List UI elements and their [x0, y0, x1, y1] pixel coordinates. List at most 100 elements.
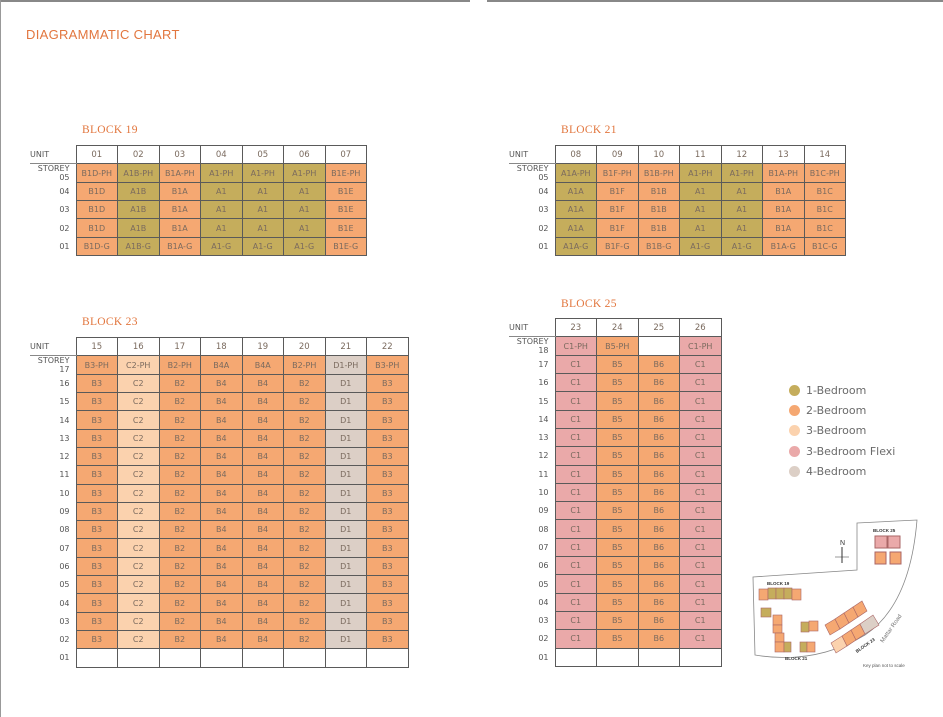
unit-cell: B4 [241, 538, 284, 558]
table-row: 05 C1 B5 B6 C1 [509, 574, 722, 594]
unit-cell: A1 [241, 181, 284, 202]
storey-label: 02 [59, 223, 70, 233]
page-top-border-right [487, 0, 943, 2]
unit-cell [283, 648, 326, 668]
unit-cell: B1D-G [75, 236, 118, 256]
unit-cell: B4 [200, 538, 243, 558]
unit-cell: A1B-G [117, 236, 160, 256]
unit-cell: B1F [596, 200, 639, 220]
legend: 1-Bedroom 2-Bedroom 3-Bedroom 3-Bedroom Fle… [789, 380, 895, 481]
unit-cell: C1 [554, 354, 597, 375]
unit-cell: A1-G [679, 236, 722, 256]
unit-table: UNIT 08 09 10 11 12 13 14 STOREY 05 A1A-PH B1F-PH B… [509, 144, 846, 256]
table-row: 11 C1 B5 B6 C1 [509, 464, 722, 484]
unit-cell: C1 [554, 537, 597, 558]
unit-cell: B3 [366, 611, 409, 631]
legend-label: 1-Bedroom [806, 383, 867, 397]
unit-cell: B1D [75, 218, 118, 238]
unit-cell: D1 [324, 446, 367, 467]
table-row: 04 C1 B5 B6 C1 [509, 592, 722, 612]
unit-cell: A1 [283, 200, 326, 220]
unit-cell: B3 [75, 538, 118, 558]
unit-cell: B1F-G [596, 236, 639, 256]
unit-cell: B2 [283, 520, 326, 540]
unit-cell [637, 336, 680, 356]
table-row: 01 A1A-G B1F-G B1B-G A1-G A1-G B1A-G B1C-G [509, 236, 846, 256]
unit-cell: B2 [283, 575, 326, 595]
legend-swatch-icon [789, 465, 800, 477]
unit-header: 14 [803, 144, 846, 165]
unit-cell: B5 [596, 373, 639, 393]
unit-header: 26 [679, 317, 722, 338]
storey-label: 08 [538, 524, 549, 534]
unit-cell: C2 [117, 629, 160, 650]
unit-cell: C1 [554, 446, 597, 466]
unit-cell: C2 [117, 575, 160, 595]
storey-label: 05 [59, 580, 70, 590]
unit-cell: B2 [158, 575, 201, 595]
unit-cell: A1B [117, 218, 160, 238]
storey-label: 03 [59, 616, 70, 626]
unit-cell: C1 [679, 592, 722, 612]
unit-cell: B4 [200, 465, 243, 485]
unit-cell: B3 [366, 629, 409, 650]
unit-cell: B4 [200, 410, 243, 430]
unit-cell: B4 [241, 575, 284, 595]
unit-header: 12 [720, 144, 763, 165]
unit-cell: B1D-PH [75, 163, 118, 183]
unit-cell: C1 [554, 409, 597, 429]
storey-label: 01 [59, 241, 70, 251]
unit-header: 07 [324, 144, 367, 165]
unit-cell: B4 [200, 392, 243, 412]
unit-cell: C2 [117, 538, 160, 558]
table-row: 13 B3 C2 B2 B4 B4 B2 D1 B3 [30, 428, 409, 448]
unit-cell: A1A [554, 181, 597, 202]
table-row: 07 C1 B5 B6 C1 [509, 537, 722, 558]
unit-cell: B3 [366, 501, 409, 522]
unit-cell [554, 647, 597, 667]
unit-cell: B4 [200, 629, 243, 650]
table-row: 08 C1 B5 B6 C1 [509, 519, 722, 539]
site-boundary [752, 519, 918, 658]
unit-cell: A1B-PH [117, 163, 160, 183]
unit-cell: B4A [241, 355, 284, 375]
storey-label: 12 [59, 452, 70, 462]
storey-label: 02 [538, 223, 549, 233]
unit-cell: B4 [241, 410, 284, 430]
unit-cell: C1 [679, 464, 722, 484]
unit-cell: B4A [200, 355, 243, 375]
unit-cell: B2 [283, 538, 326, 558]
unit-cell: B4 [200, 611, 243, 631]
unit-cell: B1F [596, 218, 639, 238]
unit-cell: B3 [366, 483, 409, 503]
unit-cell: B3 [366, 392, 409, 412]
unit-cell: B2 [283, 629, 326, 650]
unit-header: 06 [283, 144, 326, 165]
storey-label: 13 [59, 433, 70, 443]
key-plan-north: N [840, 540, 845, 547]
unit-cell: B4 [241, 465, 284, 485]
table-row: 03 B1D A1B B1A A1 A1 A1 B1E [30, 200, 367, 220]
unit-cell: C1 [679, 610, 722, 631]
table-row: 04 B3 C2 B2 B4 B4 B2 D1 B3 [30, 593, 409, 613]
unit-cell: B2 [158, 446, 201, 467]
unit-label: UNIT [30, 145, 76, 165]
unit-cell: B1E [324, 181, 367, 202]
unit-header: 13 [762, 144, 805, 165]
table-row: 03 A1A B1F B1B A1 A1 B1A B1C [509, 200, 846, 220]
unit-cell: B3 [366, 593, 409, 613]
unit-cell: B2 [283, 611, 326, 631]
unit-cell: C2 [117, 465, 160, 485]
unit-cell: B2 [158, 629, 201, 650]
unit-cell: B1B-PH [637, 163, 680, 183]
storey-label: 05 [538, 579, 549, 589]
table-row: 16 C1 B5 B6 C1 [509, 373, 722, 393]
unit-cell: B4 [241, 629, 284, 650]
unit-cell: C2-PH [117, 355, 160, 375]
table-row: 09 B3 C2 B2 B4 B4 B2 D1 B3 [30, 501, 409, 522]
unit-cell: B3 [366, 575, 409, 595]
unit-cell: A1-PH [720, 163, 763, 183]
unit-cell: B4 [200, 501, 243, 522]
unit-cell: C1 [554, 427, 597, 448]
unit-cell: C1 [554, 610, 597, 631]
